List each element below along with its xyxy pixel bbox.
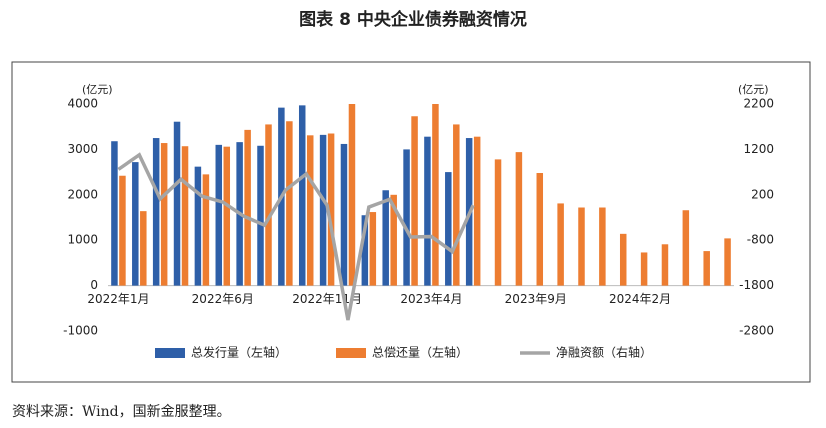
bar: [599, 207, 606, 286]
y2-tick-label: 1200: [743, 142, 774, 156]
bar: [111, 141, 118, 286]
bar: [382, 190, 389, 286]
bar: [403, 149, 410, 286]
x-tick-label: 2022年1月: [87, 292, 149, 306]
y-unit: (亿元): [82, 83, 113, 96]
y-tick-label: 0: [90, 278, 98, 292]
bar: [327, 133, 335, 286]
bar: [445, 172, 452, 286]
bar: [473, 136, 481, 286]
x-tick-label: 2023年4月: [400, 292, 462, 306]
bar: [369, 212, 377, 286]
bar: [152, 138, 160, 286]
y2-tick-label: -1800: [739, 278, 774, 292]
legend-label: 净融资额（右轴）: [556, 345, 652, 360]
bar: [306, 135, 314, 286]
bar: [578, 207, 585, 286]
y2-tick-label: 2200: [743, 97, 774, 111]
bar: [173, 121, 181, 286]
y-tick-label: 3000: [67, 142, 98, 156]
bar: [132, 162, 139, 286]
legend-swatch: [336, 348, 366, 358]
y2-tick-label: -800: [747, 233, 774, 247]
bar: [361, 215, 369, 286]
legend-swatch: [155, 348, 185, 358]
y-tick-label: 4000: [67, 97, 98, 111]
x-tick-label: 2024年2月: [609, 292, 671, 306]
y2-tick-label: -2800: [739, 324, 774, 338]
bar: [265, 124, 272, 286]
frame: [11, 61, 811, 383]
chart-title: 图表 8 中央企业债券融资情况: [299, 9, 527, 30]
bar: [202, 174, 210, 286]
y-tick-label: 2000: [67, 187, 98, 201]
bar: [319, 134, 327, 286]
bar: [223, 146, 231, 286]
legend-label: 总偿还量（左轴）: [372, 345, 468, 360]
bar: [640, 252, 648, 286]
bar: [494, 159, 502, 286]
bar: [619, 233, 627, 286]
bar: [536, 173, 544, 286]
y-tick-label: 1000: [67, 233, 98, 247]
bar: [661, 244, 669, 286]
bar: [453, 124, 460, 286]
bar: [286, 121, 293, 286]
bar: [298, 105, 306, 286]
bar: [557, 203, 564, 286]
bar: [160, 143, 168, 286]
bar: [432, 104, 439, 286]
y-tick-label: -1000: [63, 324, 98, 338]
legend-label: 总发行量（左轴）: [191, 345, 287, 360]
bar: [411, 116, 418, 286]
bar: [682, 210, 690, 286]
bar: [140, 211, 147, 286]
bar: [515, 152, 523, 286]
bar: [724, 238, 731, 286]
bar: [703, 251, 710, 286]
bar: [181, 146, 189, 286]
y2-tick-label: 200: [751, 187, 774, 201]
bar: [424, 136, 431, 286]
source: 资料来源：Wind，国新金服整理。: [12, 404, 231, 420]
bar: [194, 166, 202, 286]
bar: [340, 143, 348, 286]
x-tick-label: 2023年9月: [505, 292, 567, 306]
bar: [390, 194, 397, 286]
y2-unit: (亿元): [738, 83, 769, 96]
line: [117, 152, 475, 321]
bar: [215, 144, 223, 286]
bar: [348, 104, 356, 286]
bar: [257, 145, 264, 286]
bar: [244, 129, 251, 286]
bar: [119, 175, 126, 286]
x-tick-label: 2022年6月: [192, 292, 254, 306]
